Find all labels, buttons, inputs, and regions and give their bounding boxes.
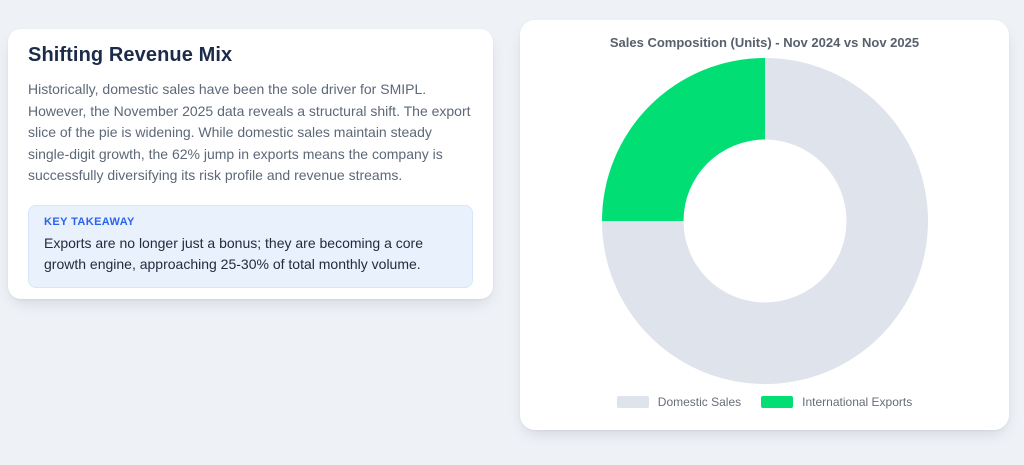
sales-composition-card: Sales Composition (Units) - Nov 2024 vs … [520,20,1009,430]
legend-label-domestic-sales: Domestic Sales [657,395,742,409]
chart-title: Sales Composition (Units) - Nov 2024 vs … [609,35,920,50]
revenue-mix-card: Shifting Revenue Mix Historically, domes… [8,29,493,299]
legend-item-domestic-sales[interactable]: Domestic Sales [616,395,742,409]
donut-chart[interactable] [600,56,930,386]
legend-swatch-domestic-sales [616,396,649,408]
key-takeaway-label: KEY TAKEAWAY [44,215,135,228]
analysis-paragraph: Historically, domestic sales have been t… [28,81,471,183]
chart-legend: Domestic Sales International Exports [616,395,912,409]
legend-item-international-exports[interactable]: International Exports [761,395,912,409]
card-title: Shifting Revenue Mix [28,44,233,66]
legend-swatch-international-exports [761,396,794,408]
key-takeaway-box: KEY TAKEAWAY Exports are no longer just … [28,204,473,288]
donut-slice-international-exports[interactable] [601,58,765,221]
donut-slice-domestic-sales[interactable] [601,58,928,384]
legend-label-international-exports: International Exports [802,395,913,409]
key-takeaway-text: Exports are no longer just a bonus; they… [44,234,423,272]
